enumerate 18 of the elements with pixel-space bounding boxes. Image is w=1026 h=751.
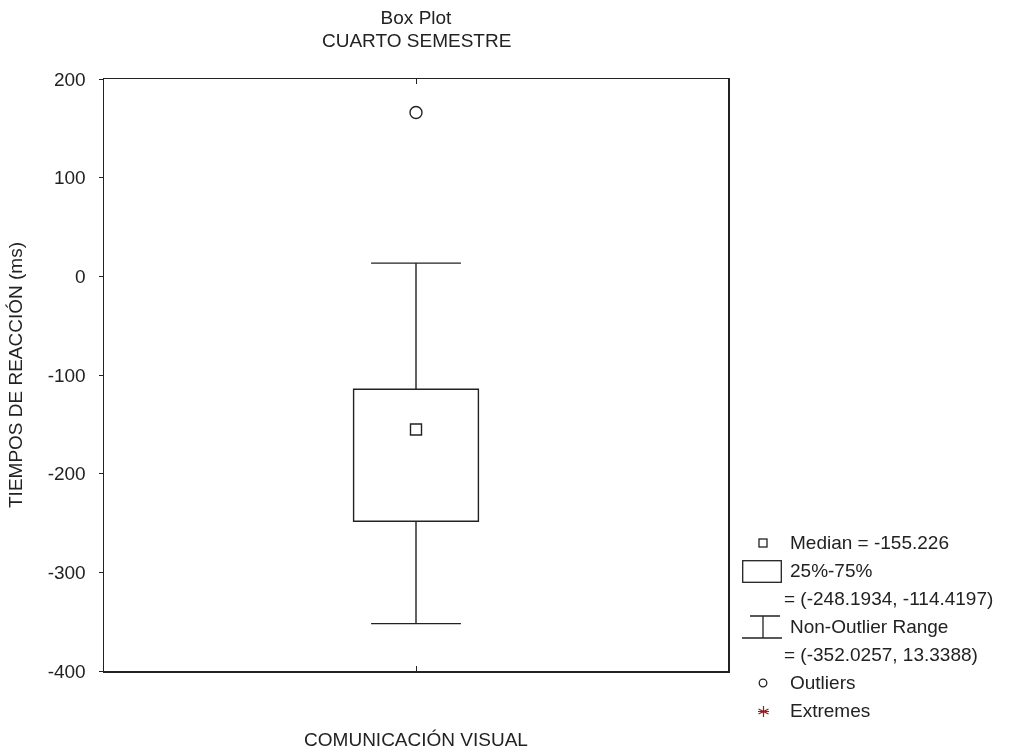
text: Median = -155.226 [790,532,949,554]
y-tick-label: 0 [75,265,86,287]
y-tick-label: -400 [47,660,86,682]
text: = (-352.0257, 13.3388) [784,644,978,666]
text: = (-248.1934, -114.4197) [784,588,994,610]
y-tick-label: 100 [54,167,86,189]
text: Outliers [790,672,856,694]
y-axis-title: TIEMPOS DE REACCIÓN (ms) [4,241,26,509]
chart-subtitle: CUARTO SEMESTRE [322,30,512,51]
text: Non-Outlier Range [790,616,949,638]
y-tick-label: -300 [47,561,86,583]
text: 25%-75% [790,560,873,582]
x-axis-title: COMUNICACIÓN VISUAL [304,728,528,750]
chart-title: Box Plot [380,6,453,28]
text: Extremes [790,700,871,722]
y-tick-label: -100 [47,364,86,386]
y-tick-label: -200 [47,463,86,485]
y-tick-label: 200 [54,68,86,90]
